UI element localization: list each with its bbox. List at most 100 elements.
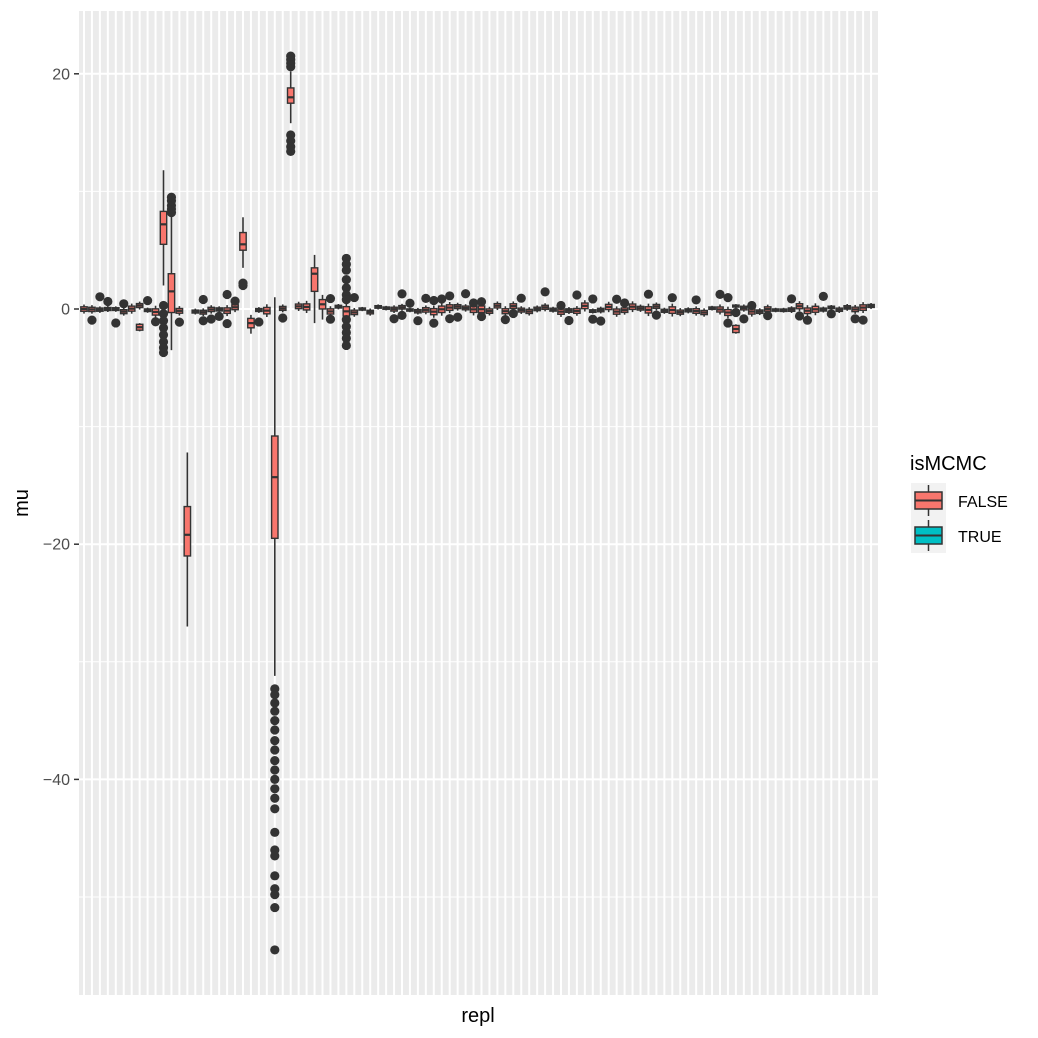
outlier-point bbox=[786, 294, 797, 304]
box-repl-17 bbox=[214, 306, 224, 321]
box-repl-99 bbox=[867, 303, 875, 309]
outlier-point bbox=[270, 945, 280, 955]
box-repl-8 bbox=[143, 295, 153, 313]
box-repl-93 bbox=[818, 291, 828, 313]
box-layer bbox=[80, 51, 875, 955]
outlier-point bbox=[206, 314, 216, 324]
box-repl-97 bbox=[850, 304, 860, 324]
box-repl-56 bbox=[525, 307, 534, 316]
outlier-point bbox=[95, 292, 105, 302]
box-repl-96 bbox=[843, 304, 852, 311]
box-repl-23 bbox=[262, 304, 271, 318]
outlier-point bbox=[270, 745, 280, 755]
box-repl-53 bbox=[500, 306, 510, 325]
box-repl-55 bbox=[516, 293, 526, 314]
box-repl-43 bbox=[421, 293, 431, 315]
outlier-point bbox=[802, 315, 813, 325]
outlier-point bbox=[588, 314, 598, 324]
box-repl-10 bbox=[158, 170, 169, 358]
outlier-point bbox=[723, 293, 733, 303]
box-repl-51 bbox=[485, 306, 494, 316]
box-body bbox=[183, 505, 192, 557]
outlier-point bbox=[667, 293, 677, 303]
outlier-point bbox=[150, 317, 161, 327]
outlier-point bbox=[341, 333, 351, 343]
outlier-point bbox=[588, 294, 598, 304]
outlier-point bbox=[286, 146, 296, 157]
outlier-point bbox=[429, 318, 439, 328]
y-tick-label-1: 0 bbox=[61, 302, 70, 319]
box-repl-21 bbox=[247, 314, 255, 334]
box-repl-98 bbox=[858, 302, 868, 325]
box-repl-64 bbox=[588, 294, 598, 324]
outlier-point bbox=[794, 311, 805, 321]
box-repl-4 bbox=[111, 306, 121, 328]
box-repl-73 bbox=[660, 307, 669, 314]
outlier-point bbox=[270, 735, 280, 746]
box-repl-22 bbox=[254, 307, 264, 327]
legend-key-true: TRUE bbox=[911, 518, 1002, 553]
box-repl-42 bbox=[413, 307, 423, 326]
box-repl-45 bbox=[437, 294, 447, 316]
box-repl-79 bbox=[708, 305, 716, 311]
box-repl-68 bbox=[620, 298, 630, 315]
outlier-point bbox=[111, 318, 121, 328]
outlier-point bbox=[500, 315, 510, 325]
box-repl-28 bbox=[302, 300, 311, 314]
box-repl-70 bbox=[636, 304, 645, 312]
box-repl-15 bbox=[198, 294, 208, 326]
box-repl-88 bbox=[779, 307, 788, 313]
box-repl-57 bbox=[533, 305, 542, 313]
box-repl-58 bbox=[540, 287, 550, 312]
box-repl-13 bbox=[183, 452, 192, 627]
box-repl-11 bbox=[166, 192, 177, 351]
box-repl-16 bbox=[206, 305, 216, 324]
box-repl-92 bbox=[811, 303, 820, 316]
outlier-point bbox=[468, 298, 479, 308]
outlier-point bbox=[763, 311, 773, 321]
outlier-point bbox=[421, 293, 431, 303]
outlier-point bbox=[747, 300, 757, 311]
box-repl-37 bbox=[374, 304, 383, 310]
y-axis: 20 0 −20 −40 bbox=[43, 66, 79, 789]
box-repl-95 bbox=[835, 306, 844, 313]
box-repl-80 bbox=[715, 289, 725, 315]
box-repl-46 bbox=[445, 291, 455, 324]
outlier-point bbox=[325, 293, 336, 304]
box-repl-41 bbox=[405, 298, 415, 313]
box-repl-29 bbox=[310, 254, 319, 324]
box-repl-7 bbox=[135, 301, 144, 310]
outlier-point bbox=[643, 289, 654, 299]
box-repl-86 bbox=[763, 304, 773, 321]
legend: isMCMC FALSE TRUE bbox=[910, 453, 1008, 553]
outlier-point bbox=[270, 804, 280, 814]
outlier-point bbox=[119, 299, 129, 309]
y-tick-label-3: −40 bbox=[43, 772, 70, 789]
outlier-point bbox=[389, 314, 399, 324]
box-repl-30 bbox=[318, 294, 327, 320]
outlier-point bbox=[174, 317, 184, 327]
box-repl-47 bbox=[453, 302, 463, 322]
outlier-point bbox=[270, 765, 280, 775]
outlier-point bbox=[723, 318, 733, 328]
outlier-point bbox=[341, 340, 351, 351]
box-repl-72 bbox=[651, 302, 662, 320]
outlier-point bbox=[739, 314, 749, 324]
box-repl-65 bbox=[596, 306, 606, 326]
legend-label-true: TRUE bbox=[958, 529, 1002, 546]
box-repl-9 bbox=[150, 305, 161, 327]
box-repl-0 bbox=[80, 304, 88, 314]
box-repl-1 bbox=[87, 305, 97, 325]
outlier-point bbox=[325, 314, 336, 324]
box-repl-7 bbox=[135, 323, 144, 332]
box-repl-91 bbox=[802, 305, 813, 325]
box-repl-14 bbox=[191, 308, 200, 315]
box-repl-19 bbox=[230, 296, 240, 313]
outlier-point bbox=[270, 851, 280, 861]
box-repl-89 bbox=[786, 294, 797, 313]
box-repl-40 bbox=[397, 289, 407, 321]
box-repl-84 bbox=[747, 300, 757, 317]
outlier-point bbox=[198, 294, 208, 305]
box-repl-90 bbox=[794, 301, 805, 321]
